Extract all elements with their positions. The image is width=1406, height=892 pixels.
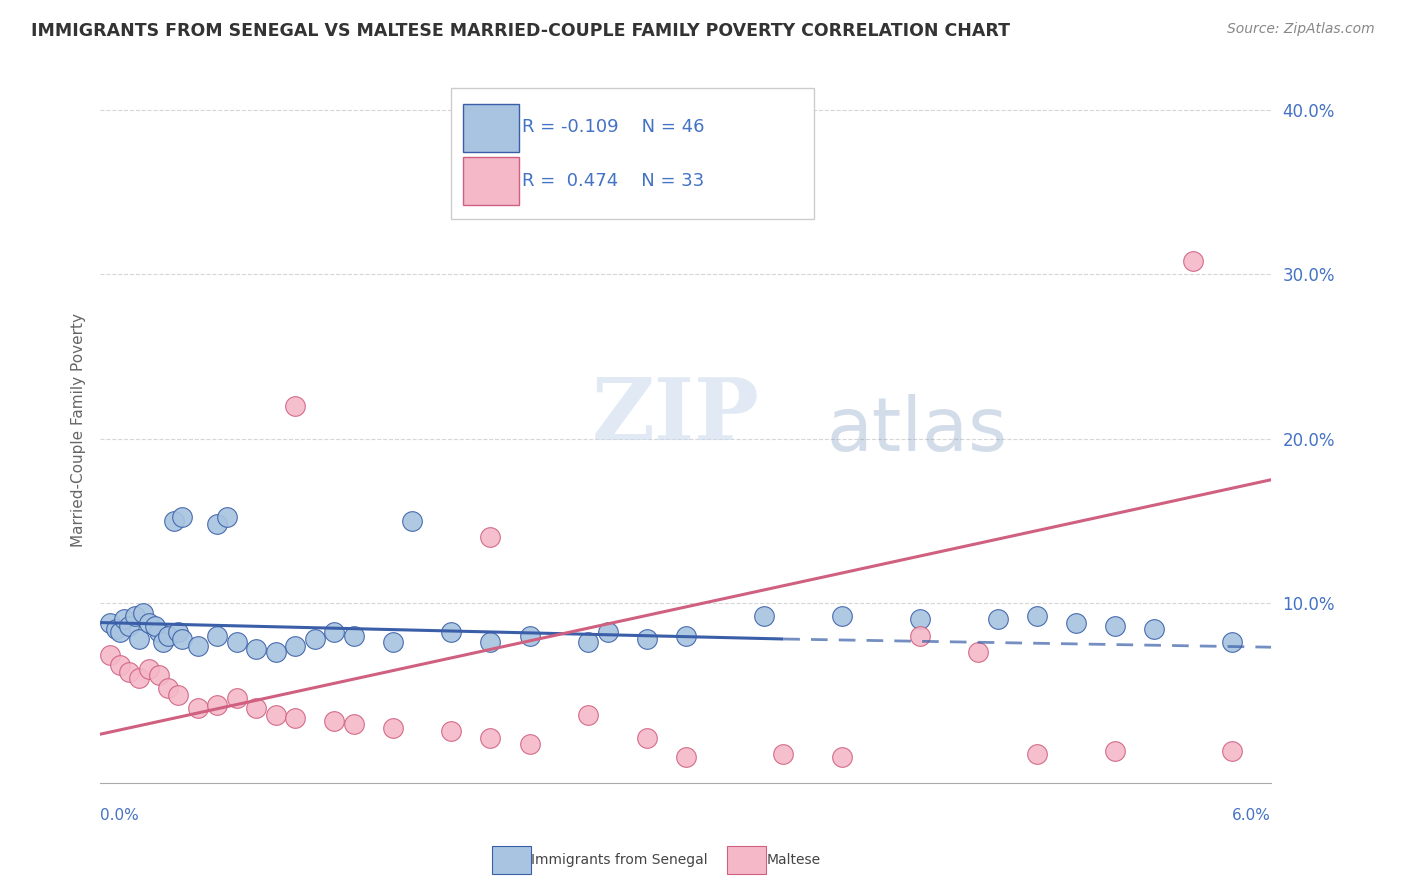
Point xyxy=(304,632,326,646)
Point xyxy=(381,635,404,649)
Point xyxy=(1143,622,1166,636)
Point xyxy=(98,648,121,663)
Point xyxy=(343,629,366,643)
Text: atlas: atlas xyxy=(827,394,1007,467)
Point xyxy=(284,711,307,725)
Point xyxy=(284,639,307,653)
Point xyxy=(1104,619,1126,633)
FancyBboxPatch shape xyxy=(463,156,519,204)
Point xyxy=(675,629,697,643)
FancyBboxPatch shape xyxy=(451,88,814,219)
Point xyxy=(148,625,170,640)
Text: 0.0%: 0.0% xyxy=(100,808,139,823)
Point xyxy=(1026,747,1049,761)
Point xyxy=(215,510,238,524)
Point xyxy=(157,629,180,643)
Point xyxy=(479,530,502,544)
Point xyxy=(128,672,150,686)
Point xyxy=(104,622,127,636)
Point xyxy=(323,625,346,640)
Point xyxy=(124,609,146,624)
Point xyxy=(323,714,346,728)
Point xyxy=(831,609,853,624)
Point xyxy=(479,635,502,649)
Point xyxy=(401,514,423,528)
Point xyxy=(163,514,186,528)
Point xyxy=(519,737,541,751)
Point xyxy=(245,701,267,715)
Point xyxy=(225,691,247,706)
Point xyxy=(576,707,599,722)
Text: ZIP: ZIP xyxy=(592,375,759,458)
Point xyxy=(440,625,463,640)
Point xyxy=(1064,615,1087,630)
Point xyxy=(108,625,131,640)
Point xyxy=(108,658,131,673)
Point xyxy=(207,629,229,643)
Text: Maltese: Maltese xyxy=(766,853,820,867)
Point xyxy=(1026,609,1049,624)
Point xyxy=(576,635,599,649)
Point xyxy=(479,731,502,745)
Point xyxy=(245,641,267,656)
Point xyxy=(636,632,658,646)
Point xyxy=(264,645,287,659)
Point xyxy=(172,632,194,646)
Point xyxy=(187,701,209,715)
Point xyxy=(440,723,463,738)
Point xyxy=(207,517,229,532)
Point xyxy=(967,645,990,659)
Point xyxy=(138,661,160,675)
Point xyxy=(112,612,135,626)
Point xyxy=(128,632,150,646)
Text: 6.0%: 6.0% xyxy=(1232,808,1271,823)
Point xyxy=(118,619,141,633)
Point xyxy=(381,721,404,735)
Point xyxy=(118,665,141,679)
FancyBboxPatch shape xyxy=(463,103,519,152)
Point xyxy=(752,609,775,624)
Text: Source: ZipAtlas.com: Source: ZipAtlas.com xyxy=(1227,22,1375,37)
Point xyxy=(908,629,931,643)
Point xyxy=(148,668,170,682)
Point xyxy=(1104,744,1126,758)
Point xyxy=(143,619,166,633)
Point xyxy=(519,629,541,643)
Point xyxy=(225,635,247,649)
Point xyxy=(264,707,287,722)
Point xyxy=(152,635,174,649)
Point xyxy=(1182,254,1205,268)
Point xyxy=(187,639,209,653)
Point xyxy=(157,681,180,696)
Point xyxy=(1220,744,1243,758)
Point xyxy=(98,615,121,630)
Point xyxy=(172,510,194,524)
Point xyxy=(636,731,658,745)
Point xyxy=(675,750,697,764)
Point xyxy=(167,688,190,702)
Text: IMMIGRANTS FROM SENEGAL VS MALTESE MARRIED-COUPLE FAMILY POVERTY CORRELATION CHA: IMMIGRANTS FROM SENEGAL VS MALTESE MARRI… xyxy=(31,22,1010,40)
Point xyxy=(132,606,155,620)
Point xyxy=(207,698,229,712)
Point xyxy=(1220,635,1243,649)
Text: R =  0.474    N = 33: R = 0.474 N = 33 xyxy=(522,172,704,190)
Point xyxy=(908,612,931,626)
Point xyxy=(987,612,1010,626)
Y-axis label: Married-Couple Family Poverty: Married-Couple Family Poverty xyxy=(72,313,86,548)
Point xyxy=(831,750,853,764)
Point xyxy=(284,399,307,413)
Point xyxy=(596,625,619,640)
Text: Immigrants from Senegal: Immigrants from Senegal xyxy=(531,853,709,867)
Text: R = -0.109    N = 46: R = -0.109 N = 46 xyxy=(522,118,704,136)
Point xyxy=(138,615,160,630)
Point xyxy=(772,747,794,761)
Point xyxy=(343,717,366,731)
Point xyxy=(167,625,190,640)
